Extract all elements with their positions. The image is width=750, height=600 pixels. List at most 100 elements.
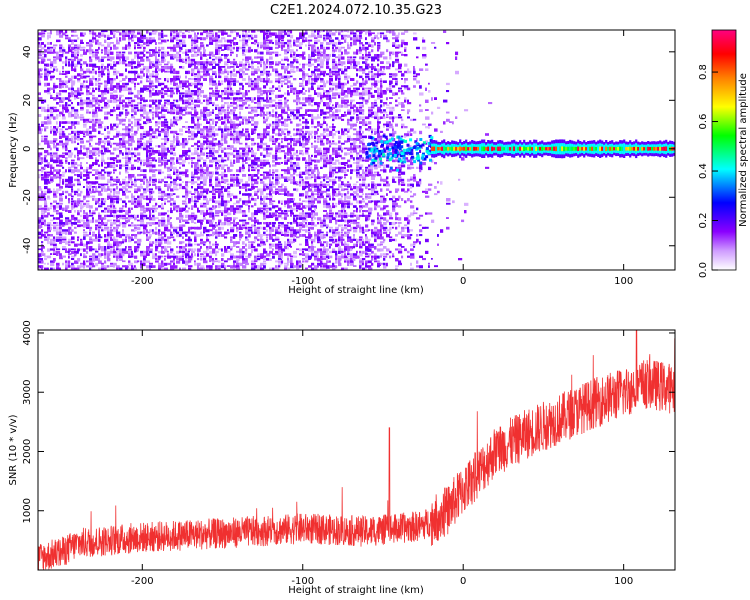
noise-cell [257,104,262,108]
noise-cell [236,63,239,67]
noise-cell [80,171,83,175]
noise-cell [137,37,142,40]
noise-cell [59,135,62,139]
noise-cell [266,104,271,107]
noise-cell [218,164,222,167]
noise-cell [74,162,78,165]
noise-cell [59,92,62,96]
noise-cell [296,154,299,157]
noise-cell [194,234,197,237]
noise-cell [251,166,256,169]
noise-cell [137,205,141,208]
noise-cell [110,92,114,95]
noise-cell [239,116,243,119]
noise-cell [227,152,231,155]
noise-cell [182,80,186,84]
noise-cell [149,265,153,268]
noise-cell [140,135,144,139]
noise-cell [251,130,256,134]
noise-cell [56,262,60,267]
noise-cell [269,250,273,254]
noise-cell [197,207,199,211]
noise-cell [113,183,118,186]
noise-cell [65,210,68,212]
noise-cell [50,159,54,162]
noise-cell [290,262,294,266]
noise-cell [50,49,53,52]
noise-cell [218,80,221,83]
noise-cell [242,78,246,81]
noise-cell [95,200,99,204]
noise-cell [206,111,211,115]
noise-cell [215,246,218,249]
noise-cell [56,102,59,105]
noise-cell [80,66,82,70]
noise-cell [197,121,200,124]
noise-cell [212,195,216,200]
noise-cell [167,54,171,57]
noise-cell [185,188,188,192]
noise-cell [149,214,151,219]
noise-cell [155,49,157,53]
noise-cell [227,102,230,104]
noise-cell [38,61,41,64]
noise-cell [200,241,204,245]
noise-cell [56,92,59,95]
noise-cell [182,241,185,244]
noise-cell [269,30,271,33]
noise-cell [47,178,50,182]
noise-cell [230,222,234,224]
noise-cell [221,30,226,33]
noise-cell [71,207,74,210]
noise-cell [302,133,306,137]
noise-cell [242,118,245,121]
noise-cell [74,39,78,42]
noise-cell [167,51,170,54]
noise-cell [71,85,74,89]
noise-cell [128,87,132,91]
noise-cell [173,82,177,87]
noise-cell [110,123,113,127]
noise-cell [50,63,54,67]
noise-cell [266,51,270,55]
noise-cell [275,205,279,208]
noise-cell [287,90,289,93]
noise-cell [146,198,150,201]
noise-cell [80,166,83,170]
noise-cell [140,219,144,223]
noise-cell [218,260,221,263]
noise-cell [191,207,194,210]
noise-cell [62,178,65,183]
noise-cell [281,30,285,34]
noise-cell [92,63,97,67]
noise-cell [170,123,175,127]
noise-cell [263,142,268,146]
noise-cell [98,130,101,135]
noise-cell [113,219,116,222]
noise-cell [155,63,159,66]
noise-cell [65,248,68,251]
noise-cell [203,178,207,183]
noise-cell [266,188,268,191]
noise-cell [62,70,65,73]
noise-cell [212,159,215,163]
noise-cell [86,128,90,131]
noise-cell [281,202,283,205]
noise-cell [269,73,272,76]
noise-cell [119,58,121,61]
noise-cell [41,210,46,213]
noise-cell [41,42,44,45]
noise-cell [257,42,260,45]
noise-cell [164,198,168,200]
noise-cell [254,210,258,213]
noise-cell [122,193,126,196]
noise-cell [125,34,130,37]
noise-cell [278,174,282,176]
noise-cell [272,51,275,54]
noise-cell [56,32,60,36]
noise-cell [173,181,177,184]
noise-cell [263,118,268,122]
noise-cell [215,39,219,42]
noise-cell [113,32,116,35]
noise-cell [146,68,150,72]
